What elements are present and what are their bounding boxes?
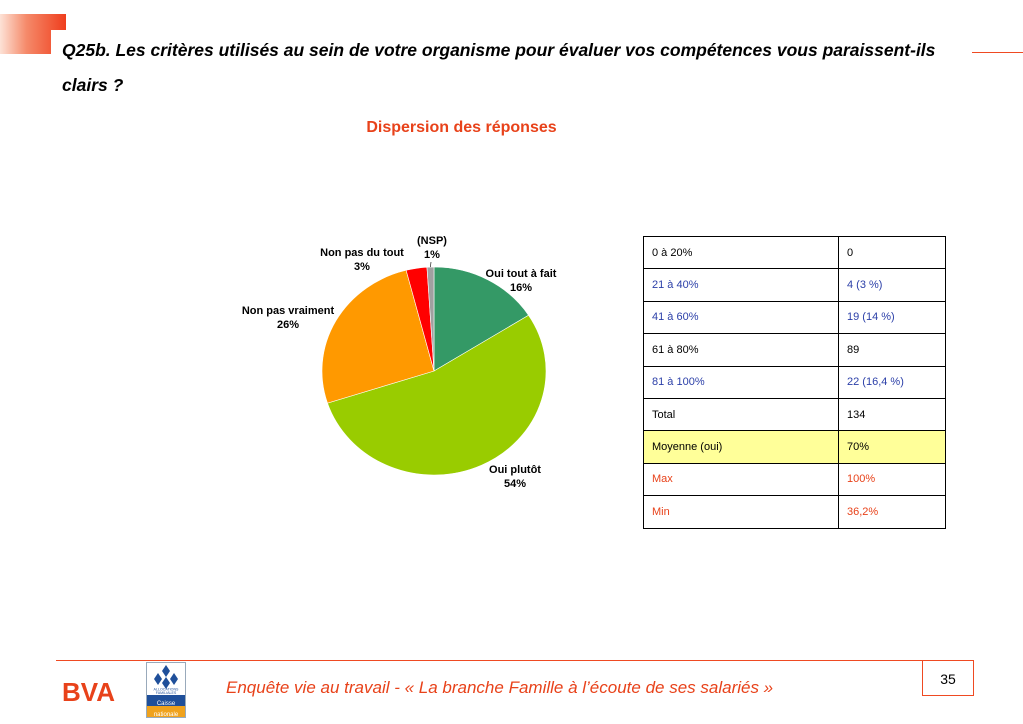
pie-slice [321,269,435,404]
table-row: 81 à 100% 22 (16,4 %) [643,365,946,399]
table-row: 0 à 20% 0 [643,235,946,270]
caf-logo: ALLOCATIONS FAMILIALES Caisse nationale [146,662,186,718]
table-cell-label: Total [643,397,839,432]
pie-label-name: Non pas vraiment [242,305,335,317]
pie-label-value: 3% [354,261,370,273]
table-cell-label: 81 à 100% [643,365,839,399]
table-cell-value: 70% [838,430,946,464]
svg-text:ALLOCATIONS: ALLOCATIONS [154,688,179,692]
svg-text:FAMILIALES: FAMILIALES [156,691,177,695]
svg-text:Caisse: Caisse [157,701,176,707]
svg-text:nationale: nationale [154,712,179,718]
corner-accent-cut [51,30,66,54]
top-rule [972,52,1023,53]
pie-leader-line [430,261,432,268]
table-cell-value: 0 [838,235,946,270]
pie-slice [433,266,529,372]
table-cell-label: 61 à 80% [643,333,839,367]
pie-label-name: Oui tout à fait [486,268,557,280]
pie-label-value: 16% [510,282,532,294]
page-number: 35 [922,660,974,696]
slide-title: Q25b. Les critères utilisés au sein de v… [62,40,936,95]
table-cell-label: 0 à 20% [643,235,839,270]
table-cell-label: Min [643,495,839,529]
pie-label-name: (NSP) [417,235,447,247]
pie-label-value: 1% [424,249,440,261]
table-row: 61 à 80% 89 [643,333,946,367]
stats-table: 0 à 20% 0 21 à 40% 4 (3 %) 41 à 60% 19 (14 %)… [643,235,946,529]
pie-slice [327,314,547,476]
table-row: Total 134 [643,397,946,432]
table-cell-value: 100% [838,462,946,497]
table-row: 41 à 60% 19 (14 %) [643,300,946,335]
caf-logo-emblem: ALLOCATIONS FAMILIALES [147,663,185,695]
table-cell-value: 89 [838,333,946,367]
table-cell-label: 21 à 40% [643,268,839,302]
caf-logo-band-orange: nationale [147,706,185,718]
pie-slice [426,266,435,372]
table-row: Moyenne (oui) 70% [643,430,946,464]
pie-label-name: Non pas du tout [320,247,404,259]
footer-text: Enquête vie au travail - « La branche Fa… [226,678,774,697]
bva-logo: BVA [62,679,115,705]
table-cell-label: Moyenne (oui) [643,430,839,464]
footer-rule [56,660,923,661]
table-row: Min 36,2% [643,495,946,529]
pie-label-value: 54% [504,478,526,490]
chart-subtitle: Dispersion des réponses [366,119,557,136]
bva-logo-text: BVA [62,679,115,705]
table-cell-value: 4 (3 %) [838,268,946,302]
table-cell-value: 22 (16,4 %) [838,365,946,399]
table-cell-label: Max [643,462,839,497]
table-cell-value: 36,2% [838,495,946,529]
table-cell-value: 19 (14 %) [838,300,946,335]
table-cell-value: 134 [838,397,946,432]
table-cell-label: 41 à 60% [643,300,839,335]
table-row: 21 à 40% 4 (3 %) [643,268,946,302]
pie-label-value: 26% [277,319,299,331]
caf-logo-band-blue: Caisse [147,695,185,707]
pie-label-name: Oui plutôt [489,464,541,476]
table-row: Max 100% [643,462,946,497]
